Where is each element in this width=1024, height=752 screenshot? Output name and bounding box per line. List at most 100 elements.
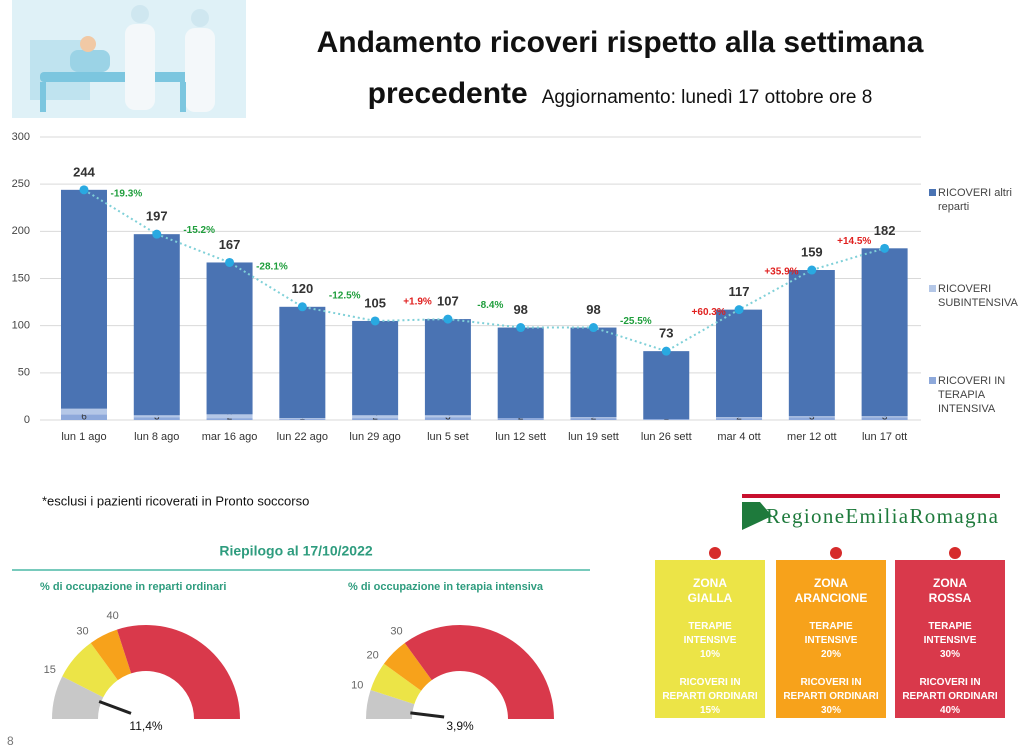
total-dot [807, 265, 817, 275]
zone-value: 10% [699, 649, 720, 660]
total-dot [516, 323, 526, 333]
gauge-band [370, 663, 422, 705]
total-label: 107 [437, 294, 459, 309]
pin-head [709, 547, 721, 559]
gauge-tick-label: 20 [367, 649, 379, 661]
y-tick-label: 250 [12, 178, 30, 190]
zone-label: TERAPIE INTENSIVE [683, 621, 737, 646]
update: Aggiornamento: lunedì 17 ottobre ore 8 [541, 87, 873, 108]
legend-label: RICOVERI IN TERAPIA INTENSIVA [938, 375, 1006, 415]
change-label: -28.1% [256, 261, 288, 272]
bar-segment [60, 189, 107, 409]
y-tick-label: 50 [18, 367, 30, 379]
change-label: -25.5% [620, 316, 652, 327]
gauge-tick-label: 30 [390, 626, 402, 638]
total-label: 197 [146, 209, 168, 224]
bar-segment [352, 320, 399, 416]
bar-segment [279, 419, 326, 420]
legend-swatch [929, 377, 936, 384]
bar-segment [352, 418, 399, 420]
bar-segment [861, 416, 908, 418]
bar-segment [279, 306, 326, 419]
bar-segment [133, 234, 180, 416]
change-label: +35.9% [764, 266, 798, 277]
x-tick-label: lun 29 ago [349, 431, 400, 443]
note: *esclusi i pazienti ricoverati in Pronto… [42, 493, 309, 508]
zone-value: 20% [820, 649, 841, 660]
bar-segment [60, 414, 107, 420]
total-dot [297, 302, 307, 312]
legend-entry: RICOVERI SUBINTENSIVA [929, 282, 1024, 310]
gauge-band [116, 624, 240, 719]
y-tick-label: 200 [12, 225, 30, 237]
gauge-value: 11,4% [129, 719, 162, 733]
bar-segment [861, 248, 908, 417]
total-dot [588, 323, 598, 333]
zone-value: 40% [939, 705, 960, 716]
bar-segment [279, 418, 326, 420]
bar-segment [570, 417, 617, 419]
total-label: 120 [291, 281, 313, 296]
gauge-band [62, 642, 118, 698]
gauge-band [404, 624, 554, 719]
gauge-tick-label: 15 [44, 664, 56, 676]
bar-segment [497, 418, 544, 420]
total-dot [661, 346, 671, 356]
zone-box: ZONA ARANCIONE TERAPIE INTENSIVE 20% RICOVE… [776, 560, 886, 718]
pin-head [830, 547, 842, 559]
bar-segment [716, 418, 763, 420]
change-label: +60.3% [692, 307, 726, 318]
logo: RegioneEmiliaRomagna [742, 494, 1000, 530]
bar-segment [716, 417, 763, 419]
illustration [12, 0, 246, 118]
gauge-tick-label: 10 [351, 680, 363, 692]
total-label: 159 [801, 244, 823, 259]
x-tick-label: mer 12 ott [787, 431, 837, 443]
total-label: 182 [874, 223, 896, 238]
zone-value: 15% [699, 705, 720, 716]
gauge-tick-label: 30 [76, 626, 88, 638]
change-label: -12.5% [329, 291, 361, 302]
x-tick-label: lun 12 sett [495, 431, 546, 443]
x-tick-label: lun 26 sett [641, 431, 692, 443]
change-label: -15.2% [183, 225, 215, 236]
change-label: +14.5% [837, 236, 871, 247]
gauge-title: % di occupazione in reparti ordinari [40, 581, 226, 593]
zone-box: ZONA ROSSA TERAPIE INTENSIVE 30% RICOVERI I… [895, 560, 1005, 718]
total-label: 244 [73, 164, 95, 179]
total-dot [443, 314, 453, 324]
bar-segment [424, 319, 471, 416]
bar-segment [788, 417, 835, 420]
zone-label: RICOVERI IN REPARTI ORDINARI [783, 677, 879, 702]
total-label: 167 [219, 237, 241, 252]
gauge-tick-label: 40 [107, 610, 119, 622]
zone-label: RICOVERI IN REPARTI ORDINARI [902, 677, 998, 702]
logo-text: RegioneEmiliaRomagna [766, 504, 999, 528]
total-label: 98 [586, 302, 600, 317]
legend-label: RICOVERI altri reparti [938, 187, 1012, 213]
bar-segment [861, 417, 908, 420]
total-label: 117 [729, 284, 750, 299]
bar-segment [424, 417, 471, 420]
zone-title: ZONA GIALLA [687, 576, 733, 605]
change-label: -19.3% [111, 189, 143, 200]
summary-title: Riepilogo al 17/10/2022 [219, 543, 373, 559]
bar-segment [133, 417, 180, 420]
gauge-band [52, 676, 104, 719]
legend-entry: RICOVERI IN TERAPIA INTENSIVA [929, 374, 1024, 416]
change-label: -8.4% [477, 300, 503, 311]
bar-segment [352, 415, 399, 419]
bar-segment [497, 327, 544, 419]
bar-segment [206, 418, 253, 420]
legend-entry: RICOVERI altri reparti [929, 186, 1024, 214]
y-tick-label: 150 [12, 272, 30, 284]
pin-head [949, 547, 961, 559]
bar-segment [570, 327, 617, 418]
x-tick-label: mar 16 ago [202, 431, 258, 443]
zone-box: ZONA GIALLA TERAPIE INTENSIVE 10% RICOVERI … [655, 560, 765, 718]
zone-value: 30% [939, 649, 960, 660]
segment-label: 6 [81, 412, 87, 423]
total-label: 73 [659, 326, 673, 341]
